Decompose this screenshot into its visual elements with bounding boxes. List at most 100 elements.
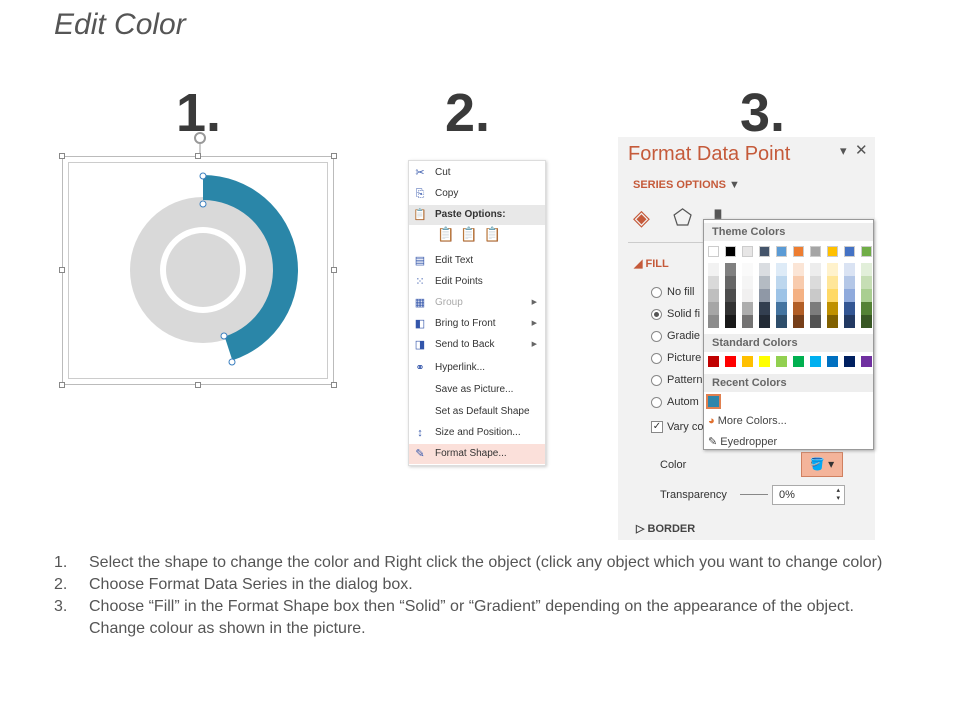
menu-item-hyperlink[interactable]: ⚭ Hyperlink... bbox=[409, 358, 545, 378]
standard-color-swatch[interactable] bbox=[742, 356, 753, 367]
menu-item-send-to-back[interactable]: ◨ Send to Back ▶ bbox=[409, 335, 545, 355]
standard-color-swatch[interactable] bbox=[810, 356, 821, 367]
theme-color-shade-swatch[interactable] bbox=[725, 302, 736, 315]
theme-color-shade-swatch[interactable] bbox=[759, 289, 770, 302]
theme-color-shade-swatch[interactable] bbox=[827, 315, 838, 328]
theme-color-shade-swatch[interactable] bbox=[861, 315, 872, 328]
theme-color-swatch[interactable] bbox=[759, 246, 770, 257]
recent-color-swatch[interactable] bbox=[706, 394, 721, 409]
fill-option-radio[interactable]: Gradie bbox=[651, 330, 700, 342]
fill-section-header[interactable]: ◢ FILL bbox=[634, 258, 669, 270]
more-colors-item[interactable]: ◕ More Colors... bbox=[708, 415, 787, 427]
theme-color-shade-swatch[interactable] bbox=[810, 315, 821, 328]
series-options-tab-icon[interactable]: ▮ bbox=[713, 205, 723, 225]
theme-color-shade-swatch[interactable] bbox=[861, 263, 872, 276]
theme-color-swatch[interactable] bbox=[810, 246, 821, 257]
theme-color-shade-swatch[interactable] bbox=[810, 302, 821, 315]
theme-color-shade-swatch[interactable] bbox=[708, 263, 719, 276]
menu-item-edit-points[interactable]: ⁙ Edit Points bbox=[409, 272, 545, 292]
standard-color-swatch[interactable] bbox=[759, 356, 770, 367]
theme-color-shade-swatch[interactable] bbox=[793, 263, 804, 276]
theme-color-shade-swatch[interactable] bbox=[793, 289, 804, 302]
menu-item-paste-options[interactable]: 📋 Paste Options: bbox=[409, 205, 545, 225]
menu-item-set-as-default-shape[interactable]: Set as Default Shape bbox=[409, 402, 545, 422]
theme-color-shade-swatch[interactable] bbox=[725, 263, 736, 276]
theme-color-shade-swatch[interactable] bbox=[759, 263, 770, 276]
theme-color-shade-swatch[interactable] bbox=[776, 315, 787, 328]
menu-item-bring-to-front[interactable]: ◧ Bring to Front ▶ bbox=[409, 314, 545, 334]
standard-color-swatch[interactable] bbox=[793, 356, 804, 367]
theme-color-shade-swatch[interactable] bbox=[759, 315, 770, 328]
theme-color-shade-swatch[interactable] bbox=[708, 315, 719, 328]
theme-color-shade-swatch[interactable] bbox=[844, 302, 855, 315]
menu-item-edit-text[interactable]: ▤ Edit Text bbox=[409, 251, 545, 271]
theme-color-shade-swatch[interactable] bbox=[708, 289, 719, 302]
menu-item-format-shape[interactable]: ✎ Format Shape... bbox=[409, 444, 545, 464]
theme-color-shade-swatch[interactable] bbox=[742, 289, 753, 302]
theme-color-shade-swatch[interactable] bbox=[827, 289, 838, 302]
menu-item-group[interactable]: ▦ Group ▶ bbox=[409, 293, 545, 313]
resize-handle[interactable] bbox=[59, 267, 65, 273]
menu-item-cut[interactable]: ✂ Cut bbox=[409, 163, 545, 183]
fill-color-button[interactable]: 🪣 ▾ bbox=[801, 452, 843, 477]
theme-color-shade-swatch[interactable] bbox=[844, 315, 855, 328]
fill-option-radio[interactable]: Solid fi bbox=[651, 308, 700, 320]
theme-color-swatch[interactable] bbox=[793, 246, 804, 257]
theme-color-shade-swatch[interactable] bbox=[810, 263, 821, 276]
theme-color-shade-swatch[interactable] bbox=[776, 289, 787, 302]
effects-tab-icon[interactable]: ⬠ bbox=[673, 205, 693, 230]
theme-color-shade-swatch[interactable] bbox=[793, 302, 804, 315]
theme-color-shade-swatch[interactable] bbox=[776, 263, 787, 276]
theme-color-shade-swatch[interactable] bbox=[776, 276, 787, 289]
theme-color-swatch[interactable] bbox=[827, 246, 838, 257]
theme-color-swatch[interactable] bbox=[776, 246, 787, 257]
resize-handle[interactable] bbox=[331, 382, 337, 388]
theme-color-swatch[interactable] bbox=[861, 246, 872, 257]
standard-color-swatch[interactable] bbox=[725, 356, 736, 367]
standard-color-swatch[interactable] bbox=[776, 356, 787, 367]
theme-color-shade-swatch[interactable] bbox=[776, 302, 787, 315]
theme-color-shade-swatch[interactable] bbox=[742, 263, 753, 276]
theme-color-shade-swatch[interactable] bbox=[844, 289, 855, 302]
fill-option-radio[interactable]: Pattern bbox=[651, 374, 702, 386]
transparency-slider[interactable] bbox=[740, 494, 768, 495]
theme-color-shade-swatch[interactable] bbox=[861, 289, 872, 302]
theme-color-shade-swatch[interactable] bbox=[742, 276, 753, 289]
standard-color-swatch[interactable] bbox=[844, 356, 855, 367]
theme-color-shade-swatch[interactable] bbox=[725, 315, 736, 328]
theme-color-shade-swatch[interactable] bbox=[742, 302, 753, 315]
theme-color-shade-swatch[interactable] bbox=[759, 276, 770, 289]
theme-color-swatch[interactable] bbox=[742, 246, 753, 257]
fill-line-tab-icon[interactable]: ◈ bbox=[633, 205, 650, 230]
theme-color-swatch[interactable] bbox=[725, 246, 736, 257]
fill-option-radio[interactable]: No fill bbox=[651, 286, 695, 298]
donut-chart[interactable] bbox=[0, 0, 360, 400]
resize-handle[interactable] bbox=[59, 153, 65, 159]
resize-handle[interactable] bbox=[195, 153, 201, 159]
theme-color-shade-swatch[interactable] bbox=[725, 276, 736, 289]
vary-colors-checkbox[interactable]: ✓ Vary co bbox=[651, 421, 704, 434]
theme-color-shade-swatch[interactable] bbox=[827, 276, 838, 289]
standard-color-swatch[interactable] bbox=[861, 356, 872, 367]
close-icon[interactable]: ✕ bbox=[855, 142, 868, 159]
resize-handle[interactable] bbox=[195, 382, 201, 388]
border-section-header[interactable]: ▷ BORDER bbox=[636, 523, 696, 535]
theme-color-shade-swatch[interactable] bbox=[827, 263, 838, 276]
theme-color-swatch[interactable] bbox=[844, 246, 855, 257]
theme-color-shade-swatch[interactable] bbox=[810, 289, 821, 302]
paste-option-icons[interactable]: 📋📋📋 bbox=[437, 226, 508, 242]
theme-color-shade-swatch[interactable] bbox=[759, 302, 770, 315]
resize-handle[interactable] bbox=[59, 382, 65, 388]
standard-color-swatch[interactable] bbox=[708, 356, 719, 367]
resize-handle[interactable] bbox=[331, 153, 337, 159]
theme-color-shade-swatch[interactable] bbox=[793, 276, 804, 289]
theme-color-swatch[interactable] bbox=[708, 246, 719, 257]
theme-color-shade-swatch[interactable] bbox=[742, 315, 753, 328]
theme-color-shade-swatch[interactable] bbox=[844, 276, 855, 289]
menu-item-size-and-position[interactable]: ↕ Size and Position... bbox=[409, 423, 545, 443]
theme-color-shade-swatch[interactable] bbox=[708, 302, 719, 315]
pane-options-icon[interactable]: ▾ bbox=[840, 143, 847, 158]
resize-handle[interactable] bbox=[331, 267, 337, 273]
menu-item-save-as-picture[interactable]: Save as Picture... bbox=[409, 380, 545, 400]
theme-color-shade-swatch[interactable] bbox=[861, 276, 872, 289]
